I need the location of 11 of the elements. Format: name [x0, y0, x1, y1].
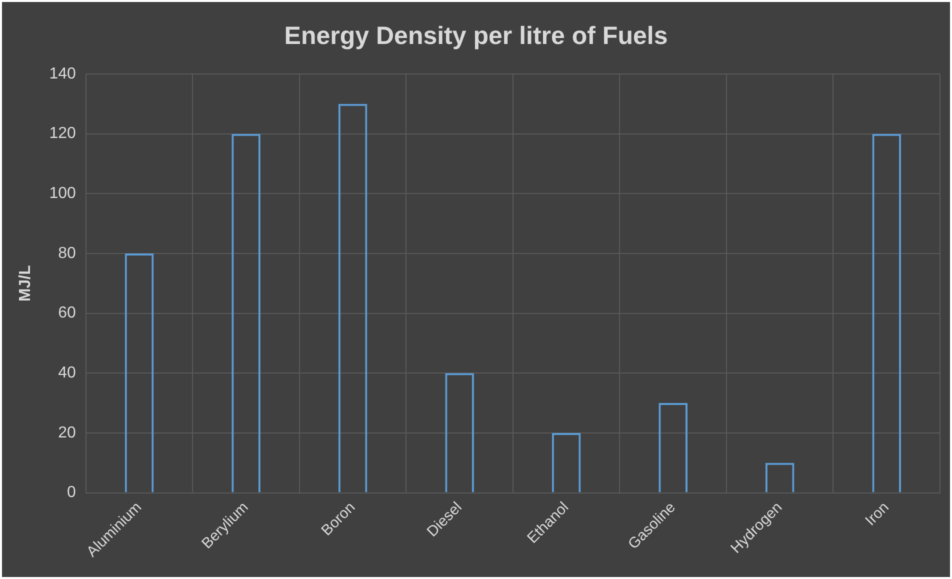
y-tick-label: 0 — [66, 484, 76, 502]
x-tick-label: Iron — [862, 498, 892, 530]
y-tick-label: 20 — [58, 424, 76, 442]
y-axis-title: MJ/L — [17, 264, 34, 302]
y-tick-label: 60 — [58, 304, 76, 322]
y-tick-label: 120 — [49, 125, 76, 142]
y-tick-label: 40 — [58, 364, 76, 382]
y-tick-label: 140 — [49, 65, 76, 82]
chart-title: Energy Density per litre of Fuels — [284, 22, 668, 50]
y-tick-label: 80 — [58, 244, 76, 262]
y-tick-label: 100 — [49, 185, 76, 202]
